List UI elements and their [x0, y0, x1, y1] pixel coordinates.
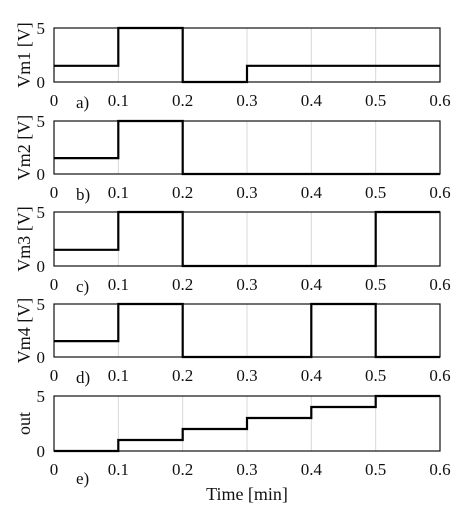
x-tick-label: 0.6 — [429, 275, 450, 294]
y-tick-label: 0 — [37, 165, 46, 184]
panel-1: 0 5 0 0.1 0.2 0.3 0.4 0.5 0.6 a) Vm1 [V] — [14, 19, 451, 112]
y-axis-label: Vm4 [V] — [14, 298, 34, 364]
x-tick-label: 0.4 — [301, 460, 323, 479]
x-tick-label: 0 — [50, 460, 59, 479]
y-tick-label: 5 — [37, 203, 46, 222]
x-tick-label: 0.2 — [172, 460, 193, 479]
series-line — [54, 119, 440, 176]
y-tick-label: 0 — [37, 442, 46, 461]
x-tick-label: 0.4 — [301, 275, 323, 294]
y-tick-label: 5 — [37, 295, 46, 314]
x-tick-label: 0.3 — [236, 275, 257, 294]
x-tick-label: 0.2 — [172, 366, 193, 385]
panel-label: c) — [76, 277, 89, 296]
panel-4: 0 5 0 0.1 0.2 0.3 0.4 0.5 0.6 d) Vm4 [V] — [14, 295, 451, 387]
panel-label: b) — [76, 185, 90, 204]
x-axis-label: Time [min] — [206, 484, 288, 504]
x-tick-label: 0 — [50, 366, 59, 385]
x-tick-label: 0.5 — [365, 275, 386, 294]
y-tick-label: 5 — [37, 387, 46, 406]
panel-2: 0 5 0 0.1 0.2 0.3 0.4 0.5 0.6 b) Vm2 [V] — [14, 112, 451, 204]
y-tick-label: 5 — [37, 112, 46, 131]
x-tick-label: 0.6 — [429, 183, 450, 202]
panel-3: 0 5 0 0.1 0.2 0.3 0.4 0.5 0.6 c) Vm3 [V] — [14, 203, 451, 296]
x-tick-label: 0 — [50, 275, 59, 294]
x-tick-label: 0.6 — [429, 460, 450, 479]
x-tick-label: 0.6 — [429, 91, 450, 110]
x-tick-label: 0.3 — [236, 460, 257, 479]
panel-label: e) — [76, 469, 89, 488]
x-tick-label: 0.3 — [236, 183, 257, 202]
x-tick-label: 0.4 — [301, 183, 323, 202]
x-tick-label: 0 — [50, 91, 59, 110]
panel-label: a) — [76, 93, 89, 112]
x-tick-label: 0.3 — [236, 366, 257, 385]
y-axis-label: Vm1 [V] — [14, 22, 34, 88]
x-tick-label: 0.1 — [108, 183, 129, 202]
x-tick-label: 0.2 — [172, 183, 193, 202]
y-axis-label: Vm2 [V] — [14, 115, 34, 181]
x-tick-label: 0.3 — [236, 91, 257, 110]
x-tick-label: 0 — [50, 183, 59, 202]
series-line — [54, 26, 440, 84]
x-tick-label: 0.2 — [172, 275, 193, 294]
x-tick-label: 0.1 — [108, 275, 129, 294]
y-tick-label: 5 — [37, 19, 46, 38]
x-tick-label: 0.5 — [365, 366, 386, 385]
y-tick-label: 0 — [37, 73, 46, 92]
y-axis-label: out — [14, 412, 34, 435]
x-tick-label: 0.5 — [365, 460, 386, 479]
x-tick-label: 0.6 — [429, 366, 450, 385]
x-tick-label: 0.1 — [108, 91, 129, 110]
x-tick-label: 0.4 — [301, 91, 323, 110]
y-axis-label: Vm3 [V] — [14, 206, 34, 272]
y-tick-label: 0 — [37, 348, 46, 367]
x-tick-label: 0.5 — [365, 183, 386, 202]
series-line — [54, 394, 440, 453]
series-line — [54, 210, 440, 268]
x-tick-label: 0.5 — [365, 91, 386, 110]
x-tick-label: 0.1 — [108, 366, 129, 385]
axes-frame — [53, 395, 441, 452]
x-tick-label: 0.1 — [108, 460, 129, 479]
x-tick-label: 0.4 — [301, 366, 323, 385]
y-tick-label: 0 — [37, 257, 46, 276]
x-tick-label: 0.2 — [172, 91, 193, 110]
panel-5: 0 5 0 0.1 0.2 0.3 0.4 0.5 0.6 e) out Time [min] — [14, 387, 451, 504]
series-line — [54, 302, 440, 359]
panel-label: d) — [76, 368, 90, 387]
